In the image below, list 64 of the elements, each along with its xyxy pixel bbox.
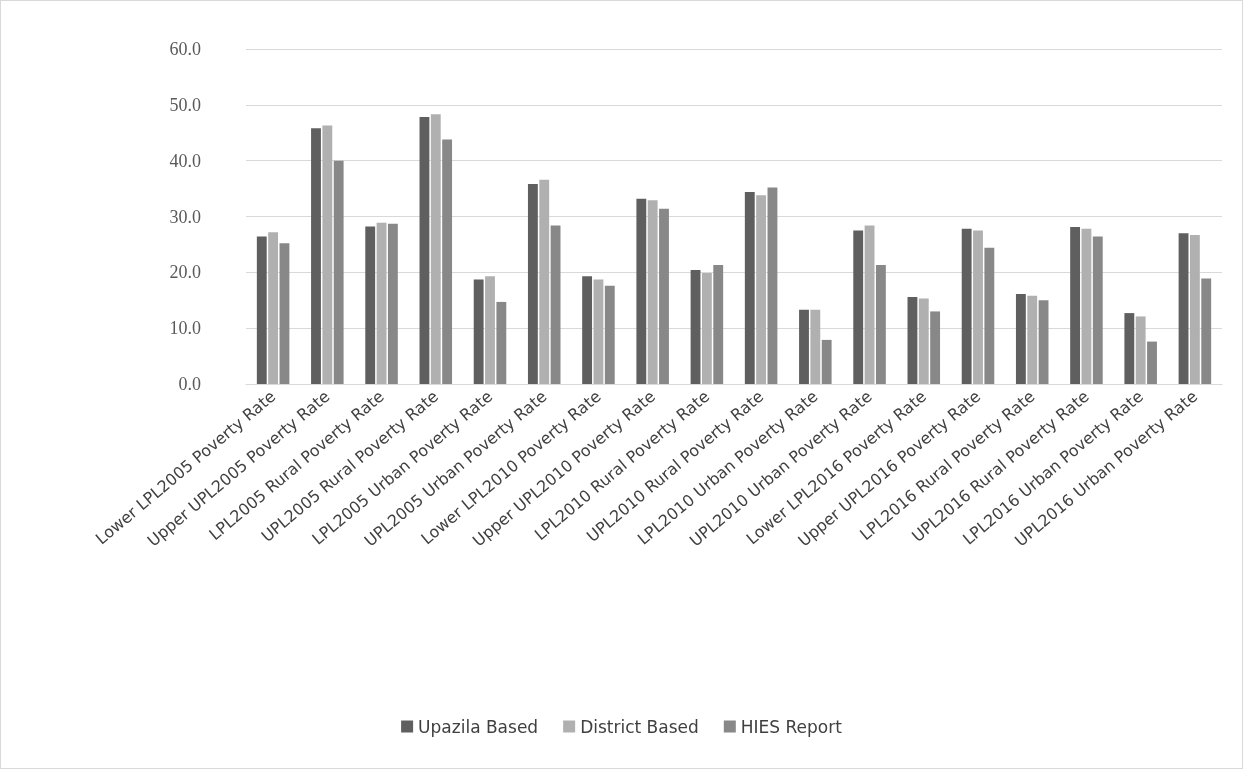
bar — [810, 309, 821, 384]
bar — [527, 184, 538, 384]
bar — [419, 117, 430, 384]
y-tick-label: 10.0 — [169, 318, 201, 339]
bar — [387, 223, 398, 384]
bar — [744, 191, 755, 384]
bar — [1070, 227, 1081, 384]
legend-label: District Based — [580, 716, 699, 737]
bar — [984, 247, 995, 384]
y-tick-label: 60.0 — [169, 39, 201, 59]
bar — [853, 230, 864, 384]
bar — [973, 230, 983, 384]
bar — [279, 243, 290, 384]
bar — [636, 198, 647, 384]
bar — [647, 200, 658, 384]
bar — [1201, 278, 1212, 384]
legend-label: HIES Report — [740, 716, 843, 737]
y-tick-label: 20.0 — [169, 262, 201, 283]
bar — [550, 225, 561, 384]
bar — [268, 232, 279, 384]
bar — [864, 225, 875, 384]
bar — [442, 139, 453, 384]
bar — [1038, 300, 1049, 384]
bar — [333, 160, 344, 384]
y-tick-label: 0.0 — [178, 374, 201, 394]
bar — [701, 272, 712, 384]
bar — [1015, 294, 1026, 384]
bar — [256, 236, 267, 384]
y-tick-label: 40.0 — [169, 150, 201, 171]
bar — [376, 222, 387, 384]
bar — [930, 311, 941, 384]
bar — [582, 276, 593, 384]
bar — [1147, 341, 1157, 384]
y-tick-label: 30.0 — [169, 206, 201, 227]
bar — [907, 296, 918, 384]
bar — [496, 301, 507, 384]
bar — [875, 265, 886, 384]
bar — [1027, 295, 1038, 384]
bar — [918, 298, 929, 384]
bar — [1124, 313, 1135, 384]
bar — [713, 265, 724, 384]
bar — [1092, 236, 1103, 384]
bar — [604, 285, 615, 384]
bar — [311, 128, 321, 384]
bar — [430, 114, 441, 384]
bar — [365, 226, 376, 384]
bar — [473, 279, 484, 384]
bar — [539, 179, 550, 384]
bar — [659, 208, 669, 384]
bar — [767, 187, 778, 384]
bar — [1135, 316, 1146, 384]
bar — [690, 270, 701, 384]
bar — [593, 279, 604, 384]
y-tick-label: 50.0 — [169, 94, 201, 115]
bar — [961, 228, 972, 384]
bar — [821, 339, 832, 384]
bar — [799, 309, 809, 384]
legend-label: Upazila Based — [418, 716, 539, 737]
bar — [322, 125, 333, 384]
bar — [756, 195, 767, 384]
bar — [485, 276, 495, 384]
bar — [1081, 228, 1092, 384]
bar — [1189, 234, 1200, 384]
bar — [1178, 233, 1189, 384]
